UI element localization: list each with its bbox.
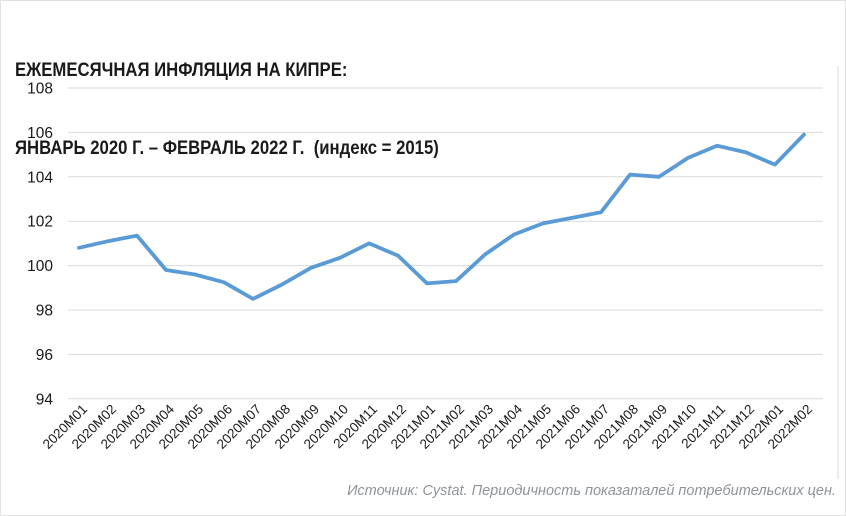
chart-title-line2: ЯНВАРЬ 2020 Г. – ФЕВРАЛЬ 2022 Г. (индекс…: [15, 138, 439, 159]
data-series-line: [77, 132, 806, 301]
chart-title-line1: ЕЖЕМЕСЯЧНАЯ ИНФЛЯЦИЯ НА КИПРЕ:: [15, 60, 348, 81]
source-note: Источник: Cystat. Периодичность показата…: [347, 483, 836, 499]
y-tick-label: 106: [27, 125, 53, 142]
y-tick-label: 108: [27, 81, 53, 98]
y-tick-label: 100: [27, 258, 53, 275]
y-tick-label: 94: [36, 391, 54, 408]
chart-title: ЕЖЕМЕСЯЧНАЯ ИНФЛЯЦИЯ НА КИПРЕ: ЯНВАРЬ 20…: [15, 6, 439, 214]
y-tick-label: 98: [36, 303, 53, 320]
y-tick-label: 104: [27, 169, 53, 186]
y-tick-label: 96: [36, 347, 53, 364]
y-tick-label: 102: [27, 214, 53, 231]
